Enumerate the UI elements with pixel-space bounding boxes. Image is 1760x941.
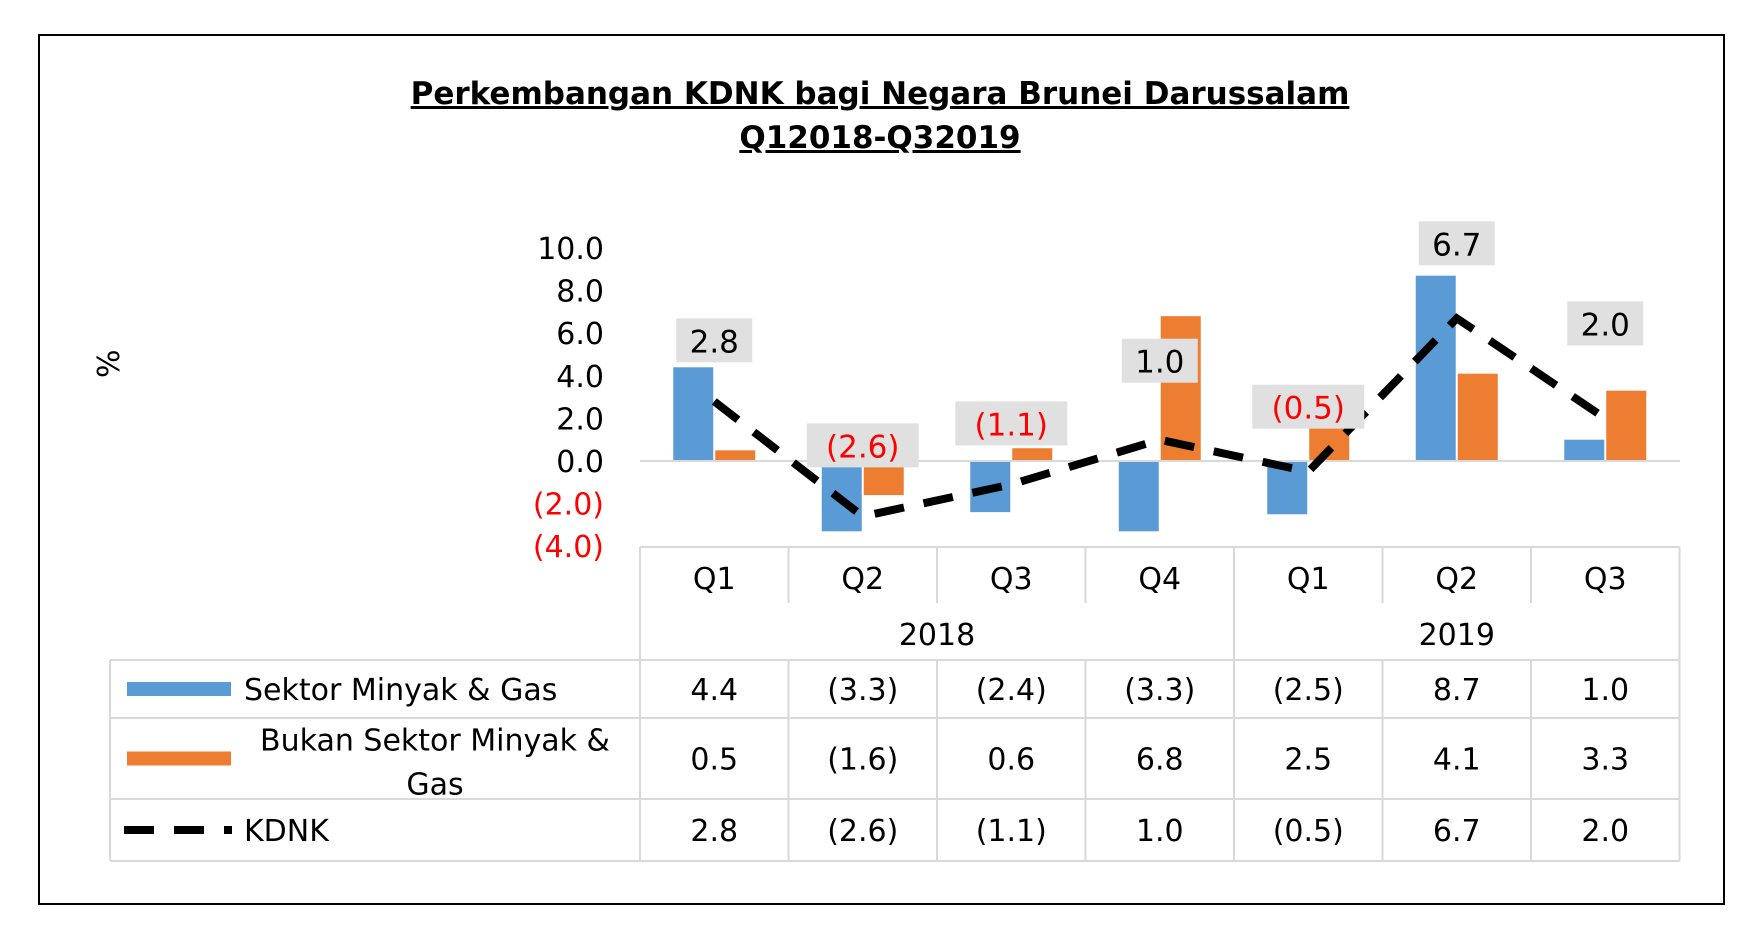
bar-oil-gas <box>1564 439 1605 461</box>
category-label: Q4 <box>1138 562 1181 597</box>
data-label-box <box>1418 221 1495 266</box>
category-label: Q1 <box>1287 562 1330 597</box>
bar-oil-gas <box>1415 275 1456 461</box>
table-cell: 2.5 <box>1284 743 1332 778</box>
table-cell: (3.3) <box>1124 673 1195 708</box>
bar-non-oil-gas <box>1457 373 1498 461</box>
y-tick-label: 2.0 <box>556 402 604 437</box>
table-cell: 4.4 <box>690 673 738 708</box>
bar-non-oil-gas <box>1012 448 1053 461</box>
data-label-box <box>1121 338 1198 383</box>
y-tick-label: (2.0) <box>533 488 604 523</box>
legend-key-1 <box>127 751 231 766</box>
table-cell: 2.8 <box>690 814 738 849</box>
year-label: 2019 <box>1419 618 1495 653</box>
line-kdnk <box>711 313 1608 521</box>
data-label-box <box>955 401 1068 446</box>
table-cell: 1.0 <box>1136 814 1184 849</box>
bar-oil-gas <box>1118 461 1159 532</box>
data-label-kdnk: 2.8 <box>690 324 739 360</box>
category-label: Q3 <box>990 562 1033 597</box>
bar-non-oil-gas <box>1606 390 1647 461</box>
y-tick-label: 10.0 <box>537 232 604 267</box>
data-label-box <box>676 318 753 363</box>
data-label-kdnk: (0.5) <box>1272 391 1346 427</box>
category-label: Q3 <box>1584 562 1627 597</box>
chart-title-line1: Perkembangan KDNK bagi Negara Brunei Dar… <box>410 76 1350 112</box>
data-label-kdnk: (1.1) <box>975 407 1049 443</box>
data-label-box <box>1567 301 1644 346</box>
data-label-kdnk: 1.0 <box>1135 345 1184 381</box>
table-cell: 4.1 <box>1433 743 1481 778</box>
table-cell: (3.3) <box>827 673 898 708</box>
category-label: Q1 <box>693 562 736 597</box>
bar-oil-gas <box>673 367 714 461</box>
table-cell: (2.4) <box>976 673 1047 708</box>
chart-title-line2: Q12018-Q32019 <box>739 120 1021 156</box>
y-tick-label: 8.0 <box>556 275 604 310</box>
table-cell: (1.6) <box>827 743 898 778</box>
table-cell: (2.5) <box>1273 673 1344 708</box>
legend-key-0 <box>127 682 231 696</box>
table-cell: 2.0 <box>1581 814 1629 849</box>
category-label: Q2 <box>841 562 884 597</box>
data-label-kdnk: 6.7 <box>1432 227 1481 263</box>
legend-label: Bukan Sektor Minyak & Gas <box>260 724 610 803</box>
chart-frame <box>38 34 1725 905</box>
table-cell: 6.7 <box>1433 814 1481 849</box>
data-label-box <box>806 423 919 468</box>
table-cell: 0.5 <box>690 743 738 778</box>
y-tick-label: 0.0 <box>556 445 604 480</box>
data-label-kdnk: (2.6) <box>826 429 900 465</box>
y-tick-label: (4.0) <box>533 530 604 565</box>
table-cell: 3.3 <box>1581 743 1629 778</box>
table-cell: (2.6) <box>827 814 898 849</box>
chart-title: Perkembangan KDNK bagi Negara Brunei Dar… <box>0 72 1760 160</box>
year-label: 2018 <box>899 618 975 653</box>
legend-label: KDNK <box>244 814 330 849</box>
y-tick-label: 4.0 <box>556 360 604 395</box>
table-cell: 6.8 <box>1136 743 1184 778</box>
category-label: Q2 <box>1435 562 1478 597</box>
bar-non-oil-gas <box>715 450 756 461</box>
table-cell: 1.0 <box>1581 673 1629 708</box>
table-cell: (1.1) <box>976 814 1047 849</box>
y-tick-label: 6.0 <box>556 317 604 352</box>
table-cell: 8.7 <box>1433 673 1481 708</box>
table-cell: (0.5) <box>1273 814 1344 849</box>
data-label-box <box>1252 384 1365 429</box>
data-label-kdnk: 2.0 <box>1581 307 1630 343</box>
legend-label: Sektor Minyak & Gas <box>244 673 557 708</box>
table-cell: 0.6 <box>987 743 1035 778</box>
